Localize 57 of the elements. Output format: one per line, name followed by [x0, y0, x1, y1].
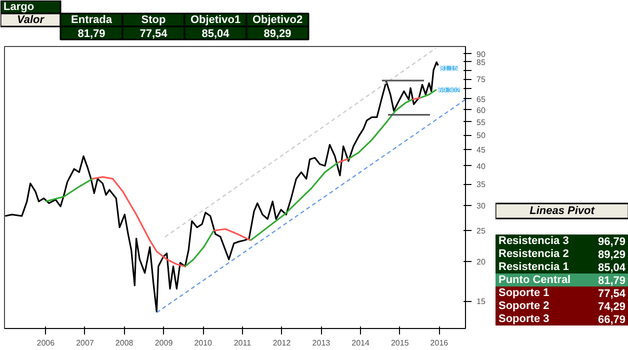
x-tick-label: 2012 [272, 338, 292, 348]
x-tick-label: 2010 [194, 338, 213, 348]
y-tick-label: 65 [476, 94, 486, 104]
category-label: Resistencia 3 [498, 235, 569, 247]
text: Valor [16, 14, 45, 26]
x-tick-label: 2011 [234, 338, 252, 348]
text: 77,54 [598, 288, 626, 300]
line-series [92, 176, 186, 268]
y-tick-label: 85 [476, 58, 486, 67]
text: 85,04 [202, 28, 230, 40]
y-tick-label: 50 [476, 131, 486, 140]
y-tick-label: 15 [476, 297, 486, 306]
text: 77,54 [140, 28, 168, 40]
y-tick-label: 35 [476, 180, 486, 190]
category-label: Entrada [71, 14, 113, 26]
text: 81,79 [78, 28, 106, 40]
text: Largo [4, 1, 34, 13]
line-series [184, 230, 214, 268]
category-label: Soporte 3 [498, 313, 550, 325]
y-tick-label: 55 [476, 118, 486, 127]
y-tick-label: 90 [476, 50, 486, 59]
text: 81,79 [598, 275, 626, 287]
y-tick-label: 30 [476, 202, 486, 211]
text: 96,79 [598, 236, 626, 248]
category-label: Soporte 1 [498, 287, 550, 299]
y-tick-label: 60 [476, 106, 486, 115]
category-label: Resistencia 2 [498, 248, 569, 260]
y-tick-label: 45 [476, 146, 486, 155]
x-tick-label: 2009 [154, 338, 174, 348]
text: 66,79 [598, 314, 626, 326]
x-tick-label: 2014 [352, 338, 370, 348]
line-series [250, 162, 340, 242]
x-tick-label: 2013 [312, 338, 331, 348]
y-tick-label: 20 [476, 257, 486, 266]
x-tick-label: 2007 [76, 338, 94, 348]
category-label: Soporte 2 [498, 300, 550, 312]
category-label: Objetivo1 [190, 14, 241, 26]
y-tick-label: 40 [476, 162, 486, 171]
line-series [212, 228, 252, 242]
x-tick-label: 2006 [36, 338, 56, 348]
text: 89,29 [598, 249, 626, 261]
text: 89,29 [264, 28, 292, 40]
category-label: Punto Central [498, 274, 571, 286]
text: 74,29 [598, 301, 626, 313]
x-tick-label: 2008 [115, 338, 134, 348]
line-series [348, 98, 413, 160]
category-label: Stop [141, 14, 166, 26]
y-tick-label: 25 [476, 226, 486, 236]
x-tick-label: 2016 [430, 338, 449, 348]
y-tick-label: 75 [476, 75, 486, 84]
x-tick-label: 2015 [390, 338, 410, 348]
line-series [4, 61, 439, 312]
category-label: Objetivo2 [252, 14, 303, 26]
text: 85,04 [598, 262, 626, 274]
text: Lineas Pivot [530, 205, 596, 217]
category-label: Resistencia 1 [498, 261, 569, 273]
line-series [44, 178, 94, 202]
